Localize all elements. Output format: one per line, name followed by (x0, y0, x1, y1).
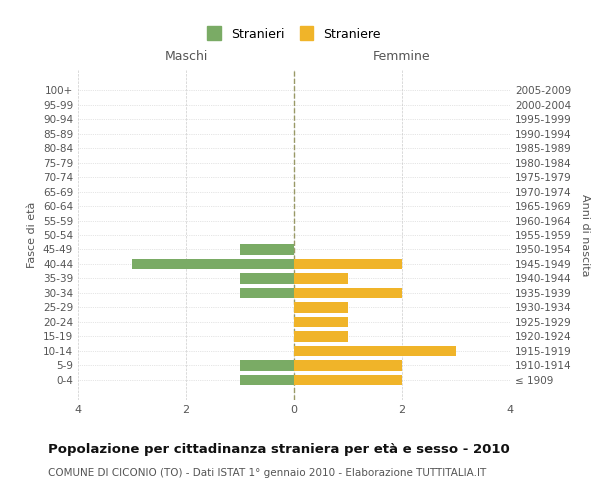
Y-axis label: Anni di nascita: Anni di nascita (580, 194, 590, 276)
Bar (294, 259, 402, 269)
Text: COMUNE DI CICONIO (TO) - Dati ISTAT 1° gennaio 2010 - Elaborazione TUTTITALIA.IT: COMUNE DI CICONIO (TO) - Dati ISTAT 1° g… (48, 468, 486, 477)
Bar (294, 332, 348, 342)
Bar (132, 259, 294, 269)
Bar (294, 346, 456, 356)
Bar (240, 375, 294, 385)
Bar (240, 274, 294, 283)
Bar (294, 317, 348, 327)
Bar (240, 288, 294, 298)
Bar (294, 288, 402, 298)
Legend: Stranieri, Straniere: Stranieri, Straniere (202, 24, 386, 46)
Bar (240, 244, 294, 254)
Text: Maschi: Maschi (164, 50, 208, 64)
Text: Popolazione per cittadinanza straniera per età e sesso - 2010: Popolazione per cittadinanza straniera p… (48, 442, 510, 456)
Text: Femmine: Femmine (373, 50, 431, 64)
Bar (294, 302, 348, 312)
Bar (294, 360, 402, 370)
Bar (294, 274, 348, 283)
Bar (294, 375, 402, 385)
Y-axis label: Fasce di età: Fasce di età (28, 202, 37, 268)
Bar (240, 360, 294, 370)
